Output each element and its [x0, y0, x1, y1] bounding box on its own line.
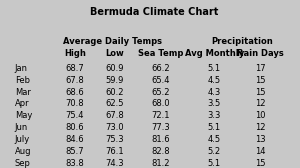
Text: Apr: Apr: [15, 99, 29, 108]
Text: 10: 10: [255, 111, 265, 120]
Text: 3.5: 3.5: [208, 99, 221, 108]
Text: Average Daily Temps: Average Daily Temps: [63, 37, 162, 46]
Text: 4.5: 4.5: [208, 76, 221, 85]
Text: 74.3: 74.3: [105, 159, 124, 168]
Text: 70.8: 70.8: [65, 99, 84, 108]
Text: 15: 15: [255, 159, 265, 168]
Text: Precipitation: Precipitation: [212, 37, 273, 46]
Text: 75.4: 75.4: [65, 111, 84, 120]
Text: Rain Days: Rain Days: [237, 49, 283, 58]
Text: 77.3: 77.3: [151, 123, 170, 132]
Text: 5.1: 5.1: [208, 159, 221, 168]
Text: Low: Low: [105, 49, 124, 58]
Text: 60.9: 60.9: [105, 64, 124, 73]
Text: 12: 12: [255, 123, 265, 132]
Text: July: July: [15, 135, 30, 144]
Text: 15: 15: [255, 76, 265, 85]
Text: 60.2: 60.2: [105, 88, 124, 97]
Text: 4.3: 4.3: [208, 88, 221, 97]
Text: Avg Monthly: Avg Monthly: [185, 49, 244, 58]
Text: 73.0: 73.0: [105, 123, 124, 132]
Text: 14: 14: [255, 147, 265, 156]
Text: 59.9: 59.9: [105, 76, 124, 85]
Text: 5.2: 5.2: [208, 147, 221, 156]
Text: 17: 17: [255, 64, 265, 73]
Text: 5.1: 5.1: [208, 123, 221, 132]
Text: 13: 13: [255, 135, 265, 144]
Text: Mar: Mar: [15, 88, 31, 97]
Text: 82.8: 82.8: [151, 147, 170, 156]
Text: High: High: [64, 49, 86, 58]
Text: 67.8: 67.8: [65, 76, 84, 85]
Text: 68.0: 68.0: [151, 99, 170, 108]
Text: 65.2: 65.2: [151, 88, 170, 97]
Text: 80.6: 80.6: [65, 123, 84, 132]
Text: 3.3: 3.3: [208, 111, 221, 120]
Text: Sep: Sep: [15, 159, 31, 168]
Text: 5.1: 5.1: [208, 64, 221, 73]
Text: 62.5: 62.5: [105, 99, 124, 108]
Text: 4.5: 4.5: [208, 135, 221, 144]
Text: 85.7: 85.7: [65, 147, 84, 156]
Text: Bermuda Climate Chart: Bermuda Climate Chart: [90, 7, 219, 17]
Text: 75.3: 75.3: [105, 135, 124, 144]
Text: 81.2: 81.2: [151, 159, 170, 168]
Text: 76.1: 76.1: [105, 147, 124, 156]
Text: May: May: [15, 111, 32, 120]
Text: Jan: Jan: [15, 64, 28, 73]
Text: 72.1: 72.1: [151, 111, 170, 120]
Text: 84.6: 84.6: [65, 135, 84, 144]
Text: 15: 15: [255, 88, 265, 97]
Text: Jun: Jun: [15, 123, 28, 132]
Text: 83.8: 83.8: [65, 159, 84, 168]
FancyBboxPatch shape: [12, 2, 297, 23]
Text: Aug: Aug: [15, 147, 31, 156]
Text: 12: 12: [255, 99, 265, 108]
Text: 67.8: 67.8: [105, 111, 124, 120]
Text: 65.4: 65.4: [151, 76, 170, 85]
Text: 66.2: 66.2: [151, 64, 170, 73]
Text: Feb: Feb: [15, 76, 30, 85]
Text: 68.6: 68.6: [65, 88, 84, 97]
Text: 81.6: 81.6: [151, 135, 170, 144]
Text: 68.7: 68.7: [65, 64, 84, 73]
Text: Sea Temp: Sea Temp: [137, 49, 183, 58]
